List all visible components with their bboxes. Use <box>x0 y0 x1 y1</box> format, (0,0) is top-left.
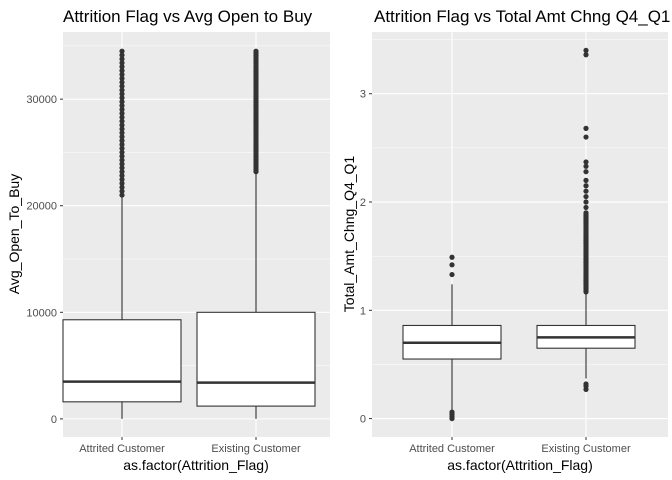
chart-2-x-tick-label: Attrited Customer <box>409 443 495 455</box>
chart-1-outlier-point <box>119 184 125 190</box>
chart-1-y-ticks: 0 10000 20000 30000 <box>26 94 63 426</box>
chart-2-box-1 <box>402 254 502 422</box>
chart-1-y-tick-label: 10000 <box>26 307 57 319</box>
chart-1-x-tick-label: Attrited Customer <box>79 443 165 455</box>
chart-1-y-axis-title: Avg_Open_To_Buy <box>6 174 22 294</box>
chart-1-outlier-point <box>253 48 259 54</box>
chart-1-outlier-point <box>119 68 125 74</box>
chart-2-outlier-point <box>583 199 589 205</box>
chart-1-outlier-point <box>119 118 125 124</box>
chart-1-y-tick-label: 30000 <box>26 94 57 106</box>
chart-1-outlier-point <box>119 141 125 148</box>
chart-1-outlier-point <box>119 153 125 159</box>
chart-1-outlier-point <box>119 103 125 109</box>
chart-1-x-tick-label: Existing Customer <box>211 443 301 455</box>
chart-2-y-tick-label: 1 <box>360 305 366 317</box>
chart-2-x-axis-title: as.factor(Attrition_Flag) <box>447 457 593 473</box>
chart-1-outlier-point <box>119 165 125 171</box>
chart-2-outlier-point <box>583 381 589 387</box>
chart-2-x-tick-label: Existing Customer <box>541 443 631 455</box>
chart-1-outlier-point <box>119 169 125 175</box>
chart-2-y-tick-label: 2 <box>360 197 366 209</box>
chart-1-outlier-point <box>119 180 125 186</box>
chart-2-outlier-point <box>583 193 589 200</box>
chart-1-outlier-point <box>119 134 125 140</box>
chart-2-outlier-point <box>583 159 589 165</box>
chart-1-outlier-point <box>119 157 125 163</box>
chart-2-title: Attrition Flag vs Total Amt Chng Q4_Q1 <box>374 7 670 26</box>
chart-1-outlier-point <box>119 114 125 120</box>
chart-1-outlier-point <box>119 192 125 198</box>
chart-1-outlier-point <box>119 48 125 54</box>
chart-1-outlier-point <box>119 161 125 167</box>
chart-1-outlier-point <box>119 83 125 89</box>
chart-2-outlier-point <box>583 169 589 175</box>
chart-1-outlier-point <box>119 138 125 144</box>
chart-1-outlier-point <box>119 126 125 132</box>
chart-panel-2: Attrition Flag vs Total Amt Chng Q4_Q1 0… <box>341 7 670 473</box>
chart-1-outlier-point <box>119 173 125 179</box>
chart-1-outlier-point <box>119 60 125 66</box>
chart-2-outlier-point <box>583 210 589 216</box>
chart-1-boxes <box>62 48 316 419</box>
chart-2-outlier-point <box>583 177 589 183</box>
chart-1-box-2 <box>196 48 316 419</box>
chart-2-panel-background <box>372 32 668 437</box>
chart-1-outlier-point <box>119 145 125 152</box>
chart-1-outlier-point <box>119 106 125 113</box>
chart-1-box-1 <box>62 48 182 419</box>
chart-1-outlier-point <box>119 95 125 101</box>
chart-2-outlier-point <box>583 52 589 58</box>
chart-1-box-iqr <box>196 311 316 407</box>
chart-1-x-ticks: Attrited Customer Existing Customer <box>79 437 301 455</box>
chart-1-outlier-point <box>119 87 125 93</box>
chart-1-outlier-point <box>119 130 125 136</box>
chart-2-outlier-point <box>583 163 589 169</box>
chart-2-outlier-point <box>583 188 589 194</box>
chart-1-y-tick-label: 20000 <box>26 201 57 213</box>
chart-2-outlier-point <box>583 204 589 211</box>
chart-1-outlier-point <box>119 99 125 105</box>
chart-2-y-tick-label: 0 <box>360 414 366 426</box>
chart-2-boxes <box>402 47 636 422</box>
chart-2-outlier-point <box>583 47 589 54</box>
chart-1-outlier-point <box>119 75 125 82</box>
chart-1-outlier-point <box>119 176 125 183</box>
chart-1-x-axis-title: as.factor(Attrition_Flag) <box>123 457 269 473</box>
chart-1-outlier-point <box>119 110 125 117</box>
chart-2-outlier-point <box>583 134 589 140</box>
chart-2-x-ticks: Attrited Customer Existing Customer <box>409 437 631 455</box>
chart-1-outlier-point <box>119 122 125 128</box>
chart-1-outlier-point <box>119 52 125 58</box>
chart-2-outlier-point <box>583 183 589 189</box>
chart-2-outlier-point <box>449 409 455 415</box>
chart-2-outlier-point <box>449 271 455 278</box>
chart-2-outlier-point <box>449 254 455 260</box>
chart-1-outlier-point <box>119 91 125 97</box>
chart-2-y-tick-label: 3 <box>360 89 366 101</box>
chart-1-outlier-point <box>119 64 125 70</box>
chart-1-outlier-point <box>119 71 125 78</box>
chart-1-title: Attrition Flag vs Avg Open to Buy <box>63 7 313 26</box>
chart-2-y-ticks: 0 1 2 3 <box>360 89 372 426</box>
chart-1-outlier-point <box>119 188 125 194</box>
chart-1-outlier-point <box>119 56 125 62</box>
chart-2-outlier-point <box>583 125 589 131</box>
chart-panel-1: Attrition Flag vs Avg Open to Buy 0 10000… <box>6 7 330 473</box>
chart-2-box-2 <box>536 47 636 392</box>
chart-2-outlier-point <box>449 262 455 268</box>
chart-1-outlier-point <box>119 79 125 85</box>
chart-1-box-iqr <box>62 319 182 403</box>
chart-2-y-axis-title: Total_Amt_Chng_Q4_Q1 <box>341 156 357 313</box>
chart-1-y-tick-label: 0 <box>51 414 57 426</box>
chart-1-outlier-point <box>119 149 125 155</box>
